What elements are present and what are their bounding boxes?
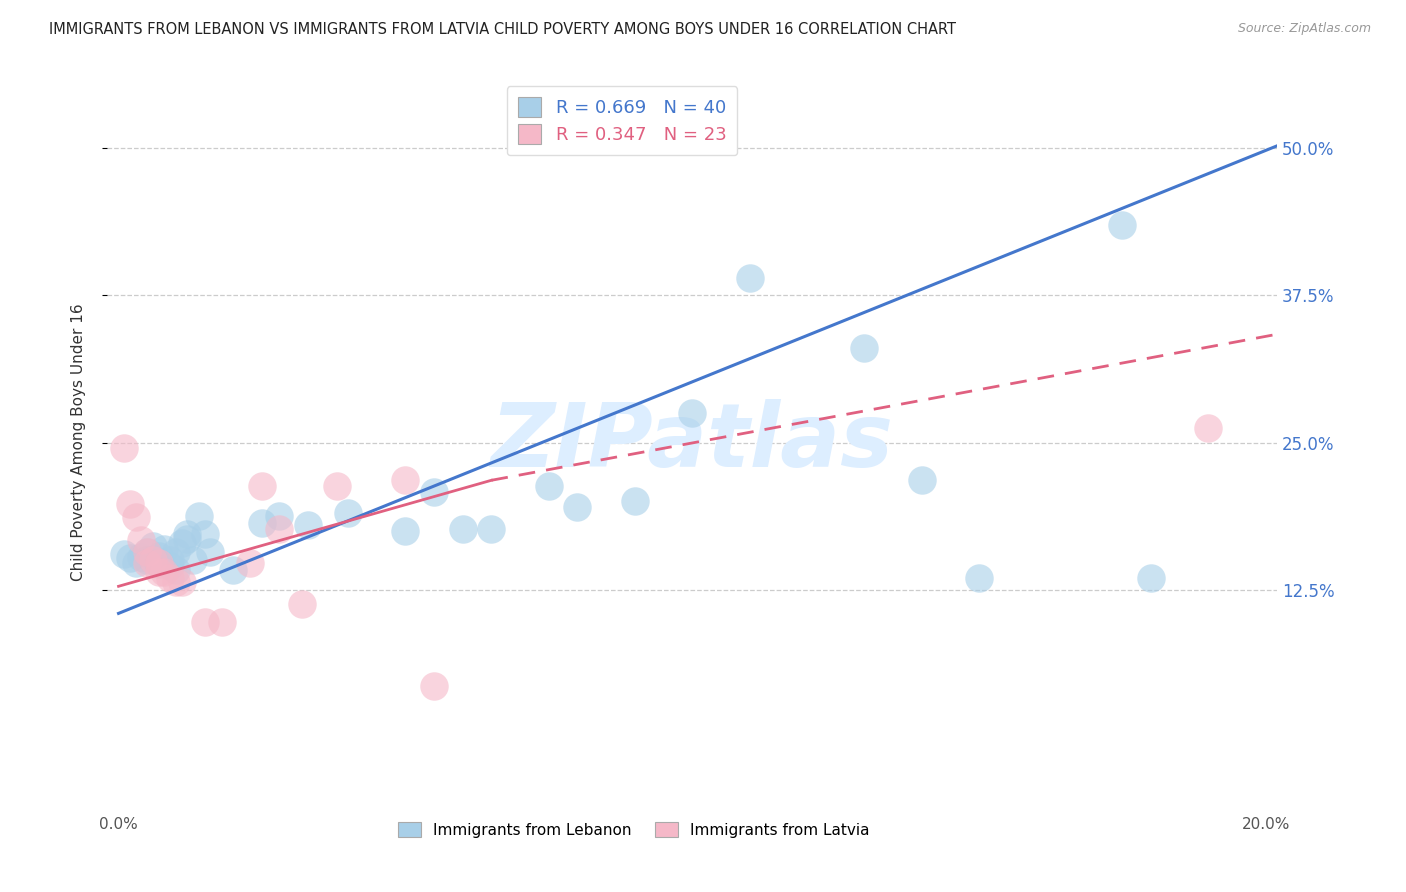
Point: [624, 494, 647, 508]
Point: [1111, 218, 1133, 232]
Point: [112, 442, 135, 456]
Point: [176, 527, 198, 541]
Text: Source: ZipAtlas.com: Source: ZipAtlas.com: [1237, 22, 1371, 36]
Point: [291, 597, 314, 611]
Point: [148, 565, 170, 579]
Point: [148, 549, 170, 563]
Point: [165, 545, 187, 559]
Point: [738, 270, 761, 285]
Point: [170, 574, 193, 589]
Point: [481, 522, 503, 536]
Point: [200, 545, 222, 559]
Point: [394, 473, 416, 487]
Point: [423, 485, 446, 500]
Point: [250, 516, 273, 530]
Point: [537, 479, 560, 493]
Point: [136, 545, 159, 559]
Point: [853, 342, 876, 356]
Point: [165, 563, 187, 577]
Point: [394, 524, 416, 538]
Point: [131, 533, 153, 548]
Point: [112, 548, 135, 562]
Point: [125, 556, 148, 570]
Point: [131, 549, 153, 564]
Point: [567, 500, 589, 515]
Point: [125, 509, 148, 524]
Point: [170, 535, 193, 549]
Point: [159, 559, 181, 574]
Point: [118, 497, 141, 511]
Point: [142, 539, 165, 553]
Point: [269, 522, 291, 536]
Point: [153, 565, 176, 579]
Point: [159, 553, 181, 567]
Point: [297, 518, 319, 533]
Point: [910, 473, 932, 487]
Point: [165, 574, 187, 589]
Point: [967, 571, 990, 585]
Point: [136, 545, 159, 559]
Point: [136, 556, 159, 570]
Point: [118, 551, 141, 566]
Point: [148, 556, 170, 570]
Point: [681, 406, 703, 420]
Point: [211, 615, 233, 629]
Point: [187, 508, 209, 523]
Y-axis label: Child Poverty Among Boys Under 16: Child Poverty Among Boys Under 16: [72, 304, 86, 582]
Point: [194, 527, 217, 541]
Point: [451, 522, 474, 536]
Point: [337, 506, 360, 520]
Point: [250, 479, 273, 493]
Point: [423, 680, 446, 694]
Point: [148, 557, 170, 571]
Point: [176, 532, 198, 546]
Point: [159, 571, 181, 585]
Point: [325, 479, 347, 493]
Point: [136, 553, 159, 567]
Legend: Immigrants from Lebanon, Immigrants from Latvia: Immigrants from Lebanon, Immigrants from…: [392, 815, 876, 844]
Point: [269, 508, 291, 523]
Point: [1197, 421, 1219, 435]
Point: [181, 553, 204, 567]
Point: [194, 615, 217, 629]
Text: IMMIGRANTS FROM LEBANON VS IMMIGRANTS FROM LATVIA CHILD POVERTY AMONG BOYS UNDER: IMMIGRANTS FROM LEBANON VS IMMIGRANTS FR…: [49, 22, 956, 37]
Point: [222, 563, 245, 577]
Text: ZIPatlas: ZIPatlas: [491, 399, 894, 486]
Point: [239, 556, 262, 570]
Point: [153, 541, 176, 556]
Point: [142, 553, 165, 567]
Point: [1140, 571, 1163, 585]
